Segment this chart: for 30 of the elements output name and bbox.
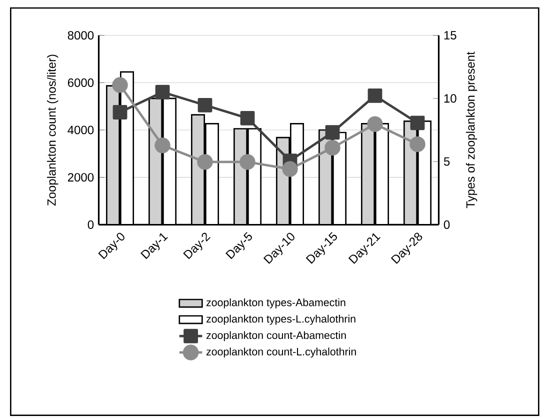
point bbox=[240, 110, 255, 126]
y2-tick-label: 0 bbox=[444, 220, 450, 229]
point bbox=[324, 140, 340, 156]
point bbox=[240, 154, 256, 170]
point bbox=[112, 105, 128, 120]
y-tick-label: 8000 bbox=[68, 31, 94, 40]
y2-tick-label: 15 bbox=[444, 31, 456, 40]
point bbox=[367, 116, 383, 132]
point bbox=[197, 154, 213, 170]
point bbox=[325, 125, 340, 140]
y2-tick-label: 10 bbox=[444, 94, 456, 103]
point bbox=[282, 161, 298, 177]
legend-label: zooplankton types-L.cyhalothrin bbox=[206, 314, 356, 325]
point bbox=[198, 98, 212, 112]
y-tick-label: 6000 bbox=[68, 78, 94, 87]
point bbox=[410, 116, 425, 130]
legend-label: zooplankton types-Abamectin bbox=[206, 298, 346, 308]
legend-label: zooplankton count-Abamectin bbox=[206, 331, 346, 342]
legend-label: zooplankton count-L.cyhalothrin bbox=[206, 348, 356, 358]
y2-axis-title: Types of zooplankton present bbox=[466, 52, 478, 208]
y-tick-label: 4000 bbox=[68, 126, 94, 134]
y2-tick-label: 5 bbox=[444, 157, 450, 166]
point bbox=[112, 77, 128, 93]
point bbox=[155, 84, 170, 100]
point bbox=[154, 138, 170, 154]
y-axis-title: Zooplankton count (nos/liter) bbox=[47, 54, 58, 206]
point bbox=[368, 88, 382, 103]
y-tick-label: 2000 bbox=[68, 173, 94, 182]
point bbox=[410, 136, 426, 152]
y-tick-label: 0 bbox=[88, 220, 94, 229]
